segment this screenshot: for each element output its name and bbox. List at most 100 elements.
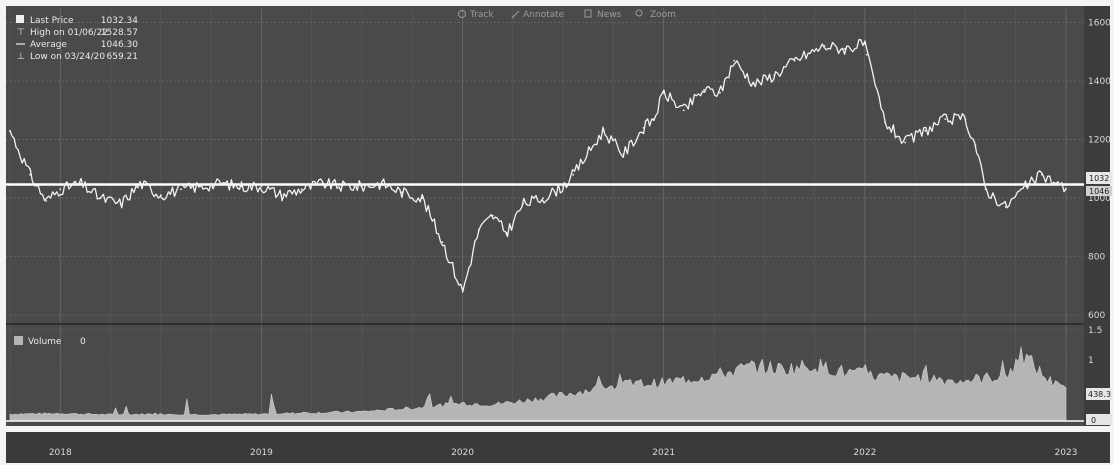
legend-last-price-value: 1032.34 <box>101 16 138 26</box>
legend-low-value: 659.21 <box>107 52 139 62</box>
price-data-point <box>753 83 756 85</box>
price-data-point <box>260 185 263 188</box>
price-data-point <box>505 232 508 235</box>
price-data-point <box>562 185 564 188</box>
x-tick-label: 2020 <box>451 448 474 458</box>
price-data-point <box>542 197 544 200</box>
price-y-tick-label: 1000 <box>1088 194 1111 204</box>
price-data-point <box>773 74 776 77</box>
price-data-point <box>1004 206 1007 208</box>
legend-average-label: Average <box>30 40 67 50</box>
price-data-point <box>280 194 283 197</box>
pencil-icon <box>511 10 520 19</box>
legend-last-price-label: Last Price <box>30 16 74 26</box>
chart-toolbar: Track Annotate News Zoom <box>458 9 676 20</box>
plot-area-background <box>6 6 1084 426</box>
price-data-point <box>491 214 494 217</box>
price-data-point <box>300 188 303 191</box>
volume-legend[interactable]: Volume 0 <box>14 336 86 347</box>
price-data-point <box>139 182 142 185</box>
price-data-point <box>964 118 967 120</box>
average-badge-text: 1046 <box>1089 187 1109 196</box>
legend-average[interactable]: Average 1046.30 <box>16 40 138 50</box>
x-axis-strip <box>6 432 1110 463</box>
last-price-badge-text: 1032 <box>1089 174 1109 183</box>
high-marker-icon: ⊤ <box>17 28 25 38</box>
price-data-point <box>662 91 665 94</box>
price-y-tick-label: 800 <box>1088 253 1105 263</box>
price-data-point <box>421 197 424 200</box>
price-data-point <box>477 229 480 232</box>
legend-high: ⊤ High on 01/06/22 1528.57 <box>17 28 138 38</box>
x-tick-label: 2022 <box>853 448 876 458</box>
price-data-point <box>401 191 404 194</box>
last-price-badge <box>1086 172 1112 184</box>
volume-y-tick-label: 1 <box>1088 356 1094 366</box>
price-data-point <box>703 89 705 91</box>
price-data-point <box>974 144 977 147</box>
price-panel <box>6 39 1084 293</box>
volume-area-series <box>9 346 1067 421</box>
price-data-point <box>642 127 645 129</box>
price-legend: Last Price 1032.34 ⊤ High on 01/06/22 15… <box>16 15 138 62</box>
volume-swatch-icon <box>14 336 23 345</box>
toolbar-annotate[interactable]: Annotate <box>511 10 565 20</box>
price-data-point <box>361 185 363 188</box>
legend-swatch-icon <box>16 15 24 23</box>
toolbar-zoom[interactable]: Zoom <box>635 9 676 20</box>
price-data-point <box>200 185 203 188</box>
legend-average-value: 1046.30 <box>101 40 138 50</box>
volume-zero-badge-text: 0 <box>1091 416 1096 425</box>
price-data-point <box>341 185 343 188</box>
price-data-point <box>682 109 685 112</box>
price-data-point <box>9 129 11 132</box>
price-y-tick-label: 600 <box>1088 311 1105 321</box>
price-data-point <box>119 203 122 205</box>
low-marker-icon: ⊥ <box>17 52 25 62</box>
grid-lines <box>6 8 1084 420</box>
price-data-point <box>793 59 796 62</box>
price-data-point <box>1055 182 1057 185</box>
price-data-point <box>864 42 866 45</box>
toolbar-annotate-label: Annotate <box>523 10 565 20</box>
price-badges: 1032 1046 <box>1086 172 1112 196</box>
volume-badges: 438.3 0 <box>1086 388 1112 425</box>
crosshair-icon <box>458 10 466 18</box>
price-data-point <box>733 59 735 62</box>
price-y-tick-label: 1400 <box>1088 77 1111 87</box>
price-data-point <box>240 185 243 188</box>
x-tick-label: 2021 <box>652 448 675 458</box>
news-icon <box>584 9 592 18</box>
toolbar-news-label: News <box>597 10 622 20</box>
x-tick-label: 2019 <box>250 448 273 458</box>
x-tick-label: 2023 <box>1055 448 1078 458</box>
price-data-point <box>99 197 102 200</box>
x-tick-label: 2018 <box>49 448 72 458</box>
price-data-point <box>884 121 886 123</box>
price-y-tick-label: 1200 <box>1088 136 1111 146</box>
price-data-point <box>572 173 575 176</box>
price-data-point <box>441 241 444 243</box>
price-data-point <box>843 48 846 50</box>
price-data-point <box>984 188 987 191</box>
legend-high-label: High on 01/06/22 <box>30 28 108 38</box>
toolbar-track[interactable]: Track <box>458 10 495 20</box>
price-data-point <box>220 182 223 185</box>
price-data-point <box>719 91 721 94</box>
toolbar-zoom-label: Zoom <box>650 10 676 20</box>
legend-low-label: Low on 03/24/20 <box>30 52 105 62</box>
magnifier-icon <box>635 9 643 17</box>
price-data-point <box>652 118 655 120</box>
volume-legend-label: Volume <box>28 337 62 347</box>
legend-last-price[interactable]: Last Price 1032.34 <box>16 15 138 26</box>
toolbar-news[interactable]: News <box>584 9 622 20</box>
price-data-point <box>320 182 323 185</box>
price-data-point <box>866 53 868 56</box>
legend-high-value: 1528.57 <box>101 28 138 38</box>
price-data-point <box>1065 187 1067 190</box>
y-axis-strip <box>1084 6 1110 426</box>
price-data-point <box>79 182 82 185</box>
volume-value-badge <box>1086 388 1112 400</box>
